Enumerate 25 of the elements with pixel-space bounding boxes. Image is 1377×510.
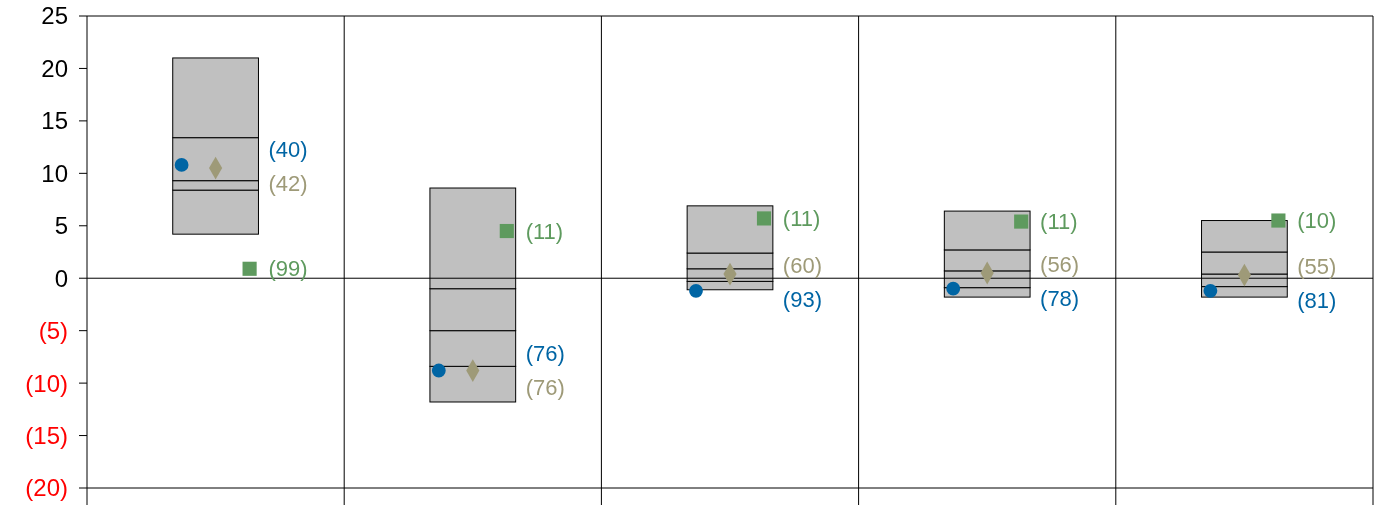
annotation: (42) <box>268 171 308 197</box>
y-tick-label: 20 <box>41 54 68 82</box>
annotation: (76) <box>525 375 565 401</box>
y-tick-label: 10 <box>41 159 68 187</box>
y-tick-label: (10) <box>25 369 68 397</box>
annotation: (11) <box>782 206 821 232</box>
annotation: (78) <box>1040 285 1080 311</box>
annotation: (40) <box>268 137 308 163</box>
y-tick-label: (15) <box>25 421 68 449</box>
annotation: (76) <box>525 341 565 367</box>
annotation: (56) <box>1040 251 1080 277</box>
annotation: (11) <box>525 218 564 244</box>
annotation: (93) <box>782 287 822 313</box>
y-tick-label: 0 <box>54 264 68 292</box>
annotation: (10) <box>1297 208 1337 234</box>
annotation: (11) <box>1040 209 1078 235</box>
y-tick-label: 15 <box>41 107 68 135</box>
y-tick-label: 5 <box>54 212 68 240</box>
annotation: (81) <box>1297 287 1337 313</box>
annotation: (55) <box>1297 253 1337 279</box>
annotation: (60) <box>782 253 822 279</box>
y-tick-label: (20) <box>25 474 68 502</box>
y-tick-label: 25 <box>41 2 68 30</box>
annotation: (99) <box>268 256 308 282</box>
y-tick-label: (5) <box>38 317 68 345</box>
